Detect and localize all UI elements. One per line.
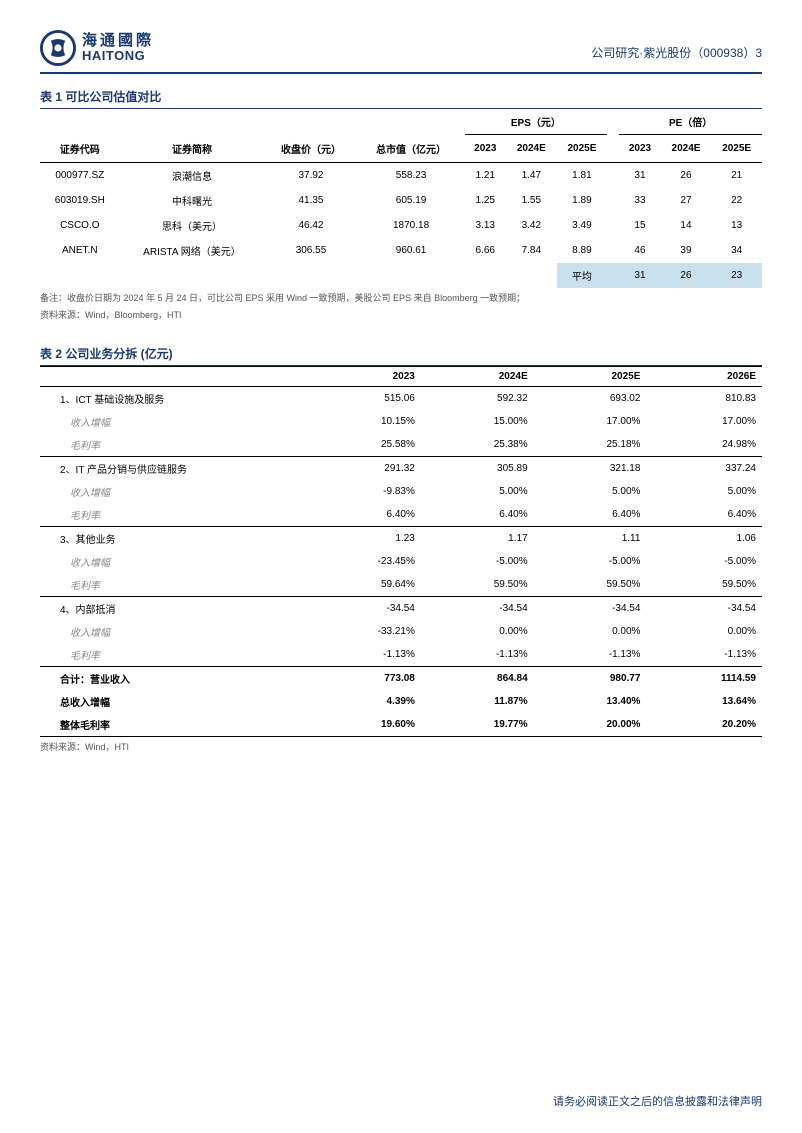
table-row: 000977.SZ浪潮信息37.92558.231.211.471.813126…: [40, 162, 762, 188]
logo: 海通國際 HAITONG: [40, 30, 154, 66]
table-row: 总收入增幅4.39%11.87%13.40%13.64%: [40, 690, 762, 713]
table-row: 1、ICT 基础设施及服务515.06592.32693.02810.83: [40, 386, 762, 410]
breadcrumb: 公司研究·紫光股份（000938）3: [591, 30, 762, 61]
page-header: 海通國際 HAITONG 公司研究·紫光股份（000938）3: [40, 30, 762, 66]
table-row: 2、IT 产品分销与供应链服务291.32305.89321.18337.24: [40, 456, 762, 480]
logo-text-en: HAITONG: [82, 49, 154, 63]
col-name: 证券简称: [120, 135, 265, 163]
col-eps-y2: 2024E: [506, 135, 557, 163]
col-code: 证券代码: [40, 135, 120, 163]
table1-note1: 备注：收盘价日期为 2024 年 5 月 24 日，可比公司 EPS 采用 Wi…: [40, 292, 762, 306]
col-pe-y2: 2024E: [661, 135, 712, 163]
table-row: 毛利率59.64%59.50%59.50%59.50%: [40, 573, 762, 597]
table-row: CSCO.O思科（美元）46.421870.183.133.423.491514…: [40, 213, 762, 238]
table-row: ANET.NARISTA 网络（美元）306.55960.616.667.848…: [40, 238, 762, 263]
t2-col-4: 2026E: [646, 366, 762, 386]
col-group-eps: EPS（元）: [465, 109, 608, 135]
table-row: 整体毛利率19.60%19.77%20.00%20.20%: [40, 713, 762, 737]
table-row: 收入增幅10.15%15.00%17.00%17.00%: [40, 410, 762, 433]
table-row: 4、内部抵消-34.54-34.54-34.54-34.54: [40, 596, 762, 620]
t2-col-0: [40, 366, 300, 386]
table2-note: 资料来源：Wind，HTI: [40, 741, 762, 755]
table-row: 收入增幅-23.45%-5.00%-5.00%-5.00%: [40, 550, 762, 573]
col-price: 收盘价（元）: [264, 135, 357, 163]
table1-title: 表 1 可比公司估值对比: [40, 88, 762, 109]
table2-title: 表 2 公司业务分拆 (亿元): [40, 345, 762, 366]
table-row: 收入增幅-33.21%0.00%0.00%0.00%: [40, 620, 762, 643]
table-row: 毛利率-1.13%-1.13%-1.13%-1.13%: [40, 643, 762, 667]
table1-note2: 资料来源：Wind，Bloomberg，HTI: [40, 309, 762, 323]
business-breakdown-table: 2023 2024E 2025E 2026E 1、ICT 基础设施及服务515.…: [40, 366, 762, 737]
col-pe-y3: 2025E: [711, 135, 762, 163]
haitong-logo-icon: [40, 30, 76, 66]
table-row: 收入增幅-9.83%5.00%5.00%5.00%: [40, 480, 762, 503]
col-eps-y1: 2023: [465, 135, 506, 163]
col-eps-y3: 2025E: [557, 135, 608, 163]
footer-disclaimer: 请务必阅读正文之后的信息披露和法律声明: [553, 1093, 762, 1109]
average-row: 平均312623: [40, 263, 762, 288]
header-rule: [40, 72, 762, 74]
col-pe-y1: 2023: [619, 135, 660, 163]
col-mcap: 总市值（亿元）: [358, 135, 465, 163]
comparable-valuation-table: EPS（元） PE（倍） 证券代码 证券简称 收盘价（元） 总市值（亿元） 20…: [40, 109, 762, 288]
t2-col-1: 2023: [300, 366, 421, 386]
table-row: 合计：营业收入773.08864.84980.771114.59: [40, 666, 762, 690]
table-row: 603019.SH中科曙光41.35605.191.251.551.893327…: [40, 188, 762, 213]
col-group-pe: PE（倍）: [619, 109, 762, 135]
t2-col-2: 2024E: [421, 366, 534, 386]
table-row: 3、其他业务1.231.171.111.06: [40, 526, 762, 550]
logo-text-cn: 海通國際: [82, 33, 154, 49]
table-row: 毛利率6.40%6.40%6.40%6.40%: [40, 503, 762, 527]
t2-col-3: 2025E: [534, 366, 647, 386]
table-row: 毛利率25.58%25.38%25.18%24.98%: [40, 433, 762, 457]
